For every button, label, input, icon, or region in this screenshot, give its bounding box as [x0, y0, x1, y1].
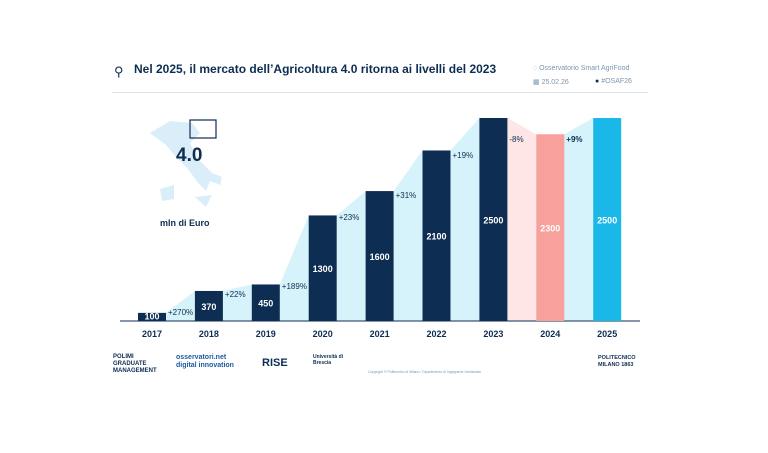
- search-icon: ⚲: [114, 64, 124, 79]
- page-title: Nel 2025, il mercato dell’Agricoltura 4.…: [134, 62, 497, 76]
- growth-label: +31%: [396, 191, 417, 200]
- divider: [112, 92, 648, 93]
- value-label: 2100: [426, 232, 446, 242]
- bar-2019: [251, 284, 280, 321]
- growth-label: +189%: [282, 282, 307, 291]
- copyright: Copyright © Politecnico di Milano / Dipa…: [368, 370, 482, 374]
- bar-2020: [308, 215, 337, 321]
- bar-2022: [422, 150, 451, 321]
- date-label: ▦ 25.02.26: [533, 79, 569, 86]
- growth-area: [279, 215, 309, 321]
- logo-unibs: Università di Brescia: [313, 354, 344, 366]
- badge-label: 4.0: [176, 145, 203, 166]
- value-label: 2500: [483, 216, 503, 226]
- value-label: 2500: [597, 216, 617, 226]
- growth-label: +22%: [225, 290, 246, 299]
- x-tick-label: 2021: [370, 329, 390, 339]
- bar-2025: [593, 118, 622, 321]
- logo-polimi-1863: POLITECNICO MILANO 1863: [598, 355, 636, 368]
- x-tick-label: 2022: [426, 329, 446, 339]
- growth-area: [393, 150, 423, 321]
- x-tick-label: 2017: [142, 329, 162, 339]
- value-label: 450: [258, 299, 273, 309]
- hashtag-label: ● #OSAF26: [595, 78, 632, 85]
- logo-rise: RISE: [262, 357, 288, 369]
- x-tick-label: 2023: [483, 329, 503, 339]
- bar-2021: [365, 191, 394, 321]
- growth-area: [166, 290, 195, 321]
- x-tick-label: 2019: [256, 329, 276, 339]
- logo-polimi: POLIMI GRADUATE MANAGEMENT: [113, 354, 157, 374]
- bar-2023: [479, 118, 508, 321]
- hashtag: #OSAF26: [601, 78, 632, 85]
- unit-label: mln di Euro: [160, 218, 210, 228]
- growth-label: +19%: [453, 151, 474, 160]
- growth-label: +23%: [339, 213, 360, 222]
- bar-2024: [536, 134, 565, 321]
- observatory-name: Osservatorio Smart AgriFood: [539, 65, 630, 72]
- growth-area: [222, 284, 252, 321]
- value-label: 2300: [540, 224, 560, 234]
- bar-2018: [194, 290, 223, 321]
- x-tick-label: 2024: [540, 329, 560, 339]
- x-tick-label: 2018: [199, 329, 219, 339]
- growth-label: +9%: [566, 135, 582, 144]
- value-label: 1600: [370, 252, 390, 262]
- x-tick-label: 2020: [313, 329, 333, 339]
- x-icon: ●: [595, 78, 600, 85]
- bar-2017: [138, 312, 166, 321]
- value-label: 100: [144, 312, 159, 322]
- growth-label: -8%: [509, 135, 523, 144]
- growth-area: [507, 118, 537, 321]
- x-tick-label: 2025: [597, 329, 617, 339]
- value-label: 1300: [313, 264, 333, 274]
- sensor-icon: [189, 119, 217, 139]
- logo-osservatori: osservatori.net digital innovation: [176, 354, 234, 369]
- date: 25.02.26: [541, 79, 569, 86]
- italy-map-icon: [150, 119, 222, 207]
- value-label: 370: [201, 302, 216, 312]
- growth-area: [336, 191, 366, 321]
- growth-label: +270%: [168, 308, 193, 317]
- observatory-label: ◌ Osservatorio Smart AgriFood: [533, 65, 630, 72]
- growth-area: [564, 118, 594, 321]
- growth-area: [450, 118, 480, 321]
- bar-chart: 100 2017 370 2018 450 2019 1300 2020 1600 2021 210…: [120, 118, 640, 339]
